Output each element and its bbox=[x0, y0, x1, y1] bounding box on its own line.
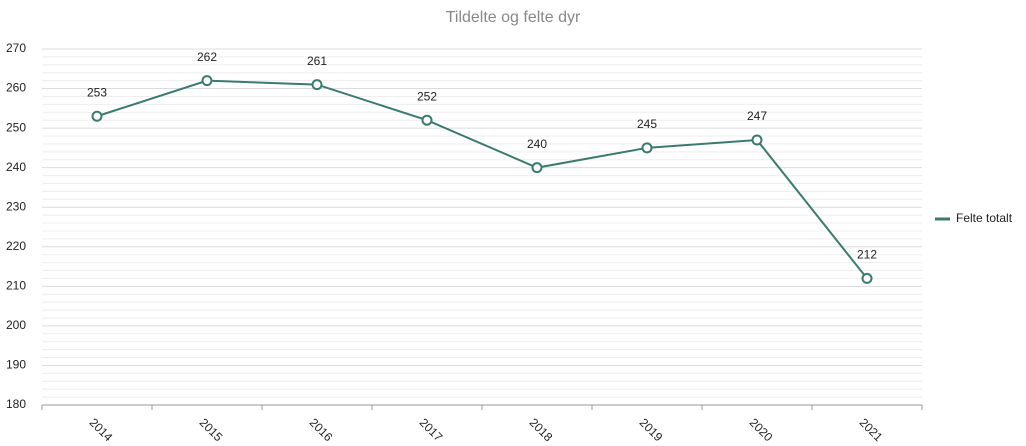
y-tick-label: 250 bbox=[6, 120, 26, 134]
series-line bbox=[96, 79, 868, 280]
x-tick-label: 2017 bbox=[417, 415, 446, 444]
x-tick-label: 2015 bbox=[197, 415, 226, 444]
data-point bbox=[751, 134, 763, 146]
data-label: 247 bbox=[747, 109, 767, 123]
y-tick-label: 220 bbox=[6, 239, 26, 253]
data-point bbox=[531, 162, 543, 174]
y-tick-label: 230 bbox=[6, 199, 26, 213]
data-point bbox=[641, 142, 653, 154]
data-label: 262 bbox=[197, 50, 217, 64]
data-point bbox=[311, 79, 323, 91]
data-label: 261 bbox=[307, 54, 327, 68]
legend-label: Felte totalt bbox=[956, 211, 1013, 225]
data-label: 212 bbox=[857, 248, 877, 262]
x-tick-label: 2016 bbox=[307, 415, 336, 444]
chart-title: Tildelte og felte dyr bbox=[446, 9, 581, 26]
x-tick-label: 2014 bbox=[87, 415, 116, 444]
data-label: 253 bbox=[87, 85, 107, 99]
data-point bbox=[91, 110, 103, 122]
data-point bbox=[201, 75, 213, 87]
data-label: 245 bbox=[637, 117, 657, 131]
y-tick-label: 180 bbox=[6, 397, 26, 411]
y-tick-label: 270 bbox=[6, 41, 26, 55]
x-tick-label: 2018 bbox=[527, 415, 556, 444]
y-tick-label: 260 bbox=[6, 81, 26, 95]
y-tick-label: 190 bbox=[6, 358, 26, 372]
data-label: 240 bbox=[527, 137, 547, 151]
y-tick-label: 210 bbox=[6, 279, 26, 293]
data-point bbox=[861, 272, 873, 284]
data-point bbox=[421, 114, 433, 126]
y-tick-label: 200 bbox=[6, 318, 26, 332]
x-tick-label: 2019 bbox=[637, 415, 666, 444]
x-tick-label: 2021 bbox=[857, 415, 886, 444]
y-tick-label: 240 bbox=[6, 160, 26, 174]
x-tick-label: 2020 bbox=[747, 415, 776, 444]
data-label: 252 bbox=[417, 89, 437, 103]
